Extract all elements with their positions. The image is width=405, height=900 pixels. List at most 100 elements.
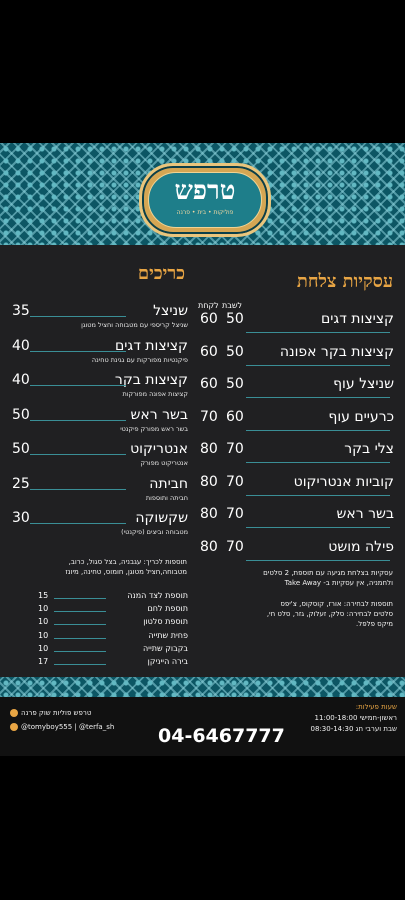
business-item-price-takeaway: 80 xyxy=(200,473,218,490)
business-item: צלי בקר 70 80 xyxy=(196,441,394,465)
side-item: בירה הייניקן 17 xyxy=(38,657,188,669)
business-note-3: תוספות לבחירה: אורז, קוסקוס, צ'יפס xyxy=(280,600,393,608)
sandwich-item-name: שקשוקה xyxy=(135,510,188,526)
divider-line xyxy=(30,385,126,386)
seated-label: לשבת xyxy=(222,301,243,310)
divider-line xyxy=(30,523,126,524)
divider-line xyxy=(54,624,106,626)
divider-line xyxy=(54,637,106,639)
sandwich-item-price: 50 xyxy=(12,441,30,457)
sandwich-item-description: בשר ראש מפורק פיקנטי xyxy=(120,424,188,433)
sandwich-item-description: פיקנטיות מפורקות עם גגינת טחינה xyxy=(91,355,188,364)
sandwich-item-description: שניצל קריספי עם מטבוחה וחציל מטוגן xyxy=(81,321,188,329)
hours-weekday: ראשון-חמישי 11:00-18:00 xyxy=(314,714,397,722)
side-item-name: בירה הייניקן xyxy=(147,657,188,666)
business-item: קוביות אנטריקוט 70 80 xyxy=(196,474,394,498)
logo-title: טרפש xyxy=(174,176,236,206)
sandwich-item-price: 35 xyxy=(12,303,30,319)
business-item: בשר ראש 70 80 xyxy=(196,506,394,530)
business-item-price-takeaway: 70 xyxy=(200,408,218,425)
business-item-price-seated: 70 xyxy=(226,506,244,522)
business-item-price-takeaway: 80 xyxy=(200,441,218,457)
business-item-price-seated: 70 xyxy=(226,441,244,457)
divider-line xyxy=(246,527,390,528)
business-item-name: פילה מושט xyxy=(328,538,394,555)
side-item-name: תוספת לצד המנה xyxy=(127,591,188,600)
sandwich-item-price: 50 xyxy=(12,406,30,423)
sandwich-item: בשר ראש 50 בשר ראש מפורק פיקנטי xyxy=(8,407,188,441)
business-item-name: כרעיים עוף xyxy=(328,408,394,425)
business-item-price-seated: 50 xyxy=(226,376,244,392)
sandwich-item-description: קציצות אפונה מפורקות xyxy=(122,390,188,398)
divider-line xyxy=(54,611,106,613)
divider-line xyxy=(246,429,390,431)
sandwiches-header: כריכים xyxy=(137,263,185,284)
business-item-price-takeaway: 60 xyxy=(200,376,218,392)
hours-weekend: שבת וערבי חג 08:30-14:30 xyxy=(310,725,397,733)
divider-line xyxy=(54,650,106,652)
business-item-name: קוביות אנטריקוט xyxy=(293,473,394,490)
menu-board: טרפש פוליקות • בית • פרנה עסקיות צלחת לש… xyxy=(0,143,405,756)
divider-line xyxy=(54,664,106,665)
logo-subtitle: פוליקות • בית • פרנה xyxy=(176,209,234,216)
sandwich-item-price: 25 xyxy=(12,475,30,492)
bottom-pattern xyxy=(0,677,405,697)
side-item-price: 10 xyxy=(38,643,49,653)
side-item-price: 15 xyxy=(38,591,49,600)
sandwich-item-price: 40 xyxy=(12,372,30,388)
business-item-name: קציצות בקר אפונה xyxy=(279,343,394,360)
side-item-price: 10 xyxy=(38,604,49,614)
business-header: עסקיות צלחת xyxy=(296,271,393,292)
divider-line xyxy=(30,419,126,421)
phone-number[interactable]: 04-6467777 xyxy=(158,725,285,747)
instagram-label: @tomyboy555 | @terfa_sh xyxy=(21,723,115,731)
takeaway-label: לקחת xyxy=(198,301,219,310)
business-item: כרעיים עוף 60 70 xyxy=(196,409,394,433)
sandwich-item-name: חביתה xyxy=(149,475,188,492)
facebook-label: טרפש פוליות שוק פרנה xyxy=(21,709,92,717)
side-item-price: 10 xyxy=(38,630,49,640)
footer: שעות פעילות: ראשון-חמישי 11:00-18:00 שבת… xyxy=(0,697,405,756)
sandwich-item: אנטריקוט 50 אנטריקוט מפורק xyxy=(8,441,188,475)
divider-line xyxy=(30,350,126,352)
sandwich-item-price: 30 xyxy=(12,510,30,526)
business-item-name: צלי בקר xyxy=(344,441,394,457)
sandwich-item-description: חביתה ותוספות xyxy=(145,493,188,502)
business-item-price-takeaway: 60 xyxy=(200,311,218,327)
side-item: בקבוק שתייה 10 xyxy=(38,644,188,656)
business-item-price-seated: 70 xyxy=(226,473,244,490)
side-item-price: 10 xyxy=(38,617,49,627)
business-item-price-seated: 70 xyxy=(226,538,244,555)
divider-line xyxy=(246,364,390,366)
side-item: תוספת לחם 10 xyxy=(38,604,188,616)
instagram-link[interactable]: @tomyboy555 | @terfa_sh xyxy=(10,723,114,731)
sandwich-item-price: 40 xyxy=(12,337,30,354)
side-item-name: תוספת סלטון xyxy=(143,617,188,627)
side-item: פחית שתייה 10 xyxy=(38,631,188,643)
sandwich-item-name: קציצות דגים xyxy=(115,337,188,354)
divider-line xyxy=(30,454,126,455)
sandwich-item: חביתה 25 חביתה ותוספות xyxy=(8,476,188,510)
sandwich-item: קציצות בקר 40 קציצות אפונה מפורקות xyxy=(8,372,188,406)
side-item: תוספת סלטון 10 xyxy=(38,617,188,629)
divider-line xyxy=(30,316,126,317)
divider-line xyxy=(246,462,390,463)
logo: טרפש פוליקות • בית • פרנה xyxy=(139,163,271,237)
business-item-name: שניצל עוף xyxy=(333,376,394,392)
side-item-name: פחית שתייה xyxy=(148,630,188,640)
side-item-name: בקבוק שתייה xyxy=(142,643,188,653)
business-item: פילה מושט 70 80 xyxy=(196,539,394,563)
sandwich-item: שקשוקה 30 מטבוחה וביצים (פיקנטי) xyxy=(8,510,188,544)
business-item-price-takeaway: 80 xyxy=(200,538,218,555)
sandwich-item-name: בשר ראש xyxy=(130,406,188,423)
side-item-price: 17 xyxy=(38,657,49,666)
sandwich-item-name: אנטריקוט xyxy=(130,441,188,457)
sandwich-item-name: שניצל xyxy=(153,303,188,319)
facebook-link[interactable]: טרפש פוליות שוק פרנה xyxy=(10,709,91,717)
instagram-icon xyxy=(10,723,18,731)
sandwich-item: קציצות דגים 40 פיקנטיות מפורקות עם גגינת ט… xyxy=(8,338,188,372)
sandwich-item: שניצל 35 שניצל קריספי עם מטבוחה וחציל מטוג… xyxy=(8,303,188,337)
business-item-price-seated: 50 xyxy=(226,311,244,327)
divider-line xyxy=(30,488,126,490)
logo-inner xyxy=(148,172,262,228)
